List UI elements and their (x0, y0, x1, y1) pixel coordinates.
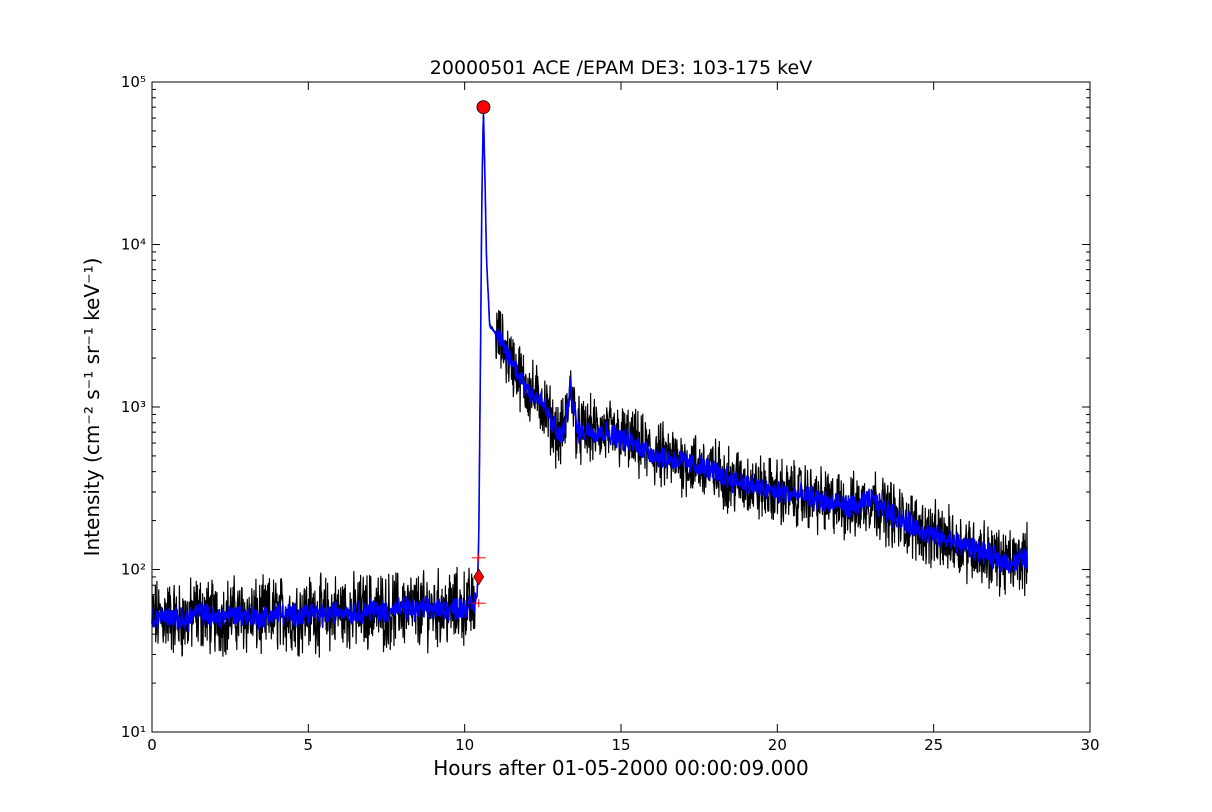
plot-area (151, 100, 1028, 658)
y-tick-label: 10⁴ (121, 236, 146, 254)
y-axis-label: Intensity (cm⁻² s⁻¹ sr⁻¹ keV⁻¹) (80, 258, 104, 557)
x-tick-label: 0 (147, 736, 157, 754)
y-tick-label: 10³ (121, 398, 146, 416)
peak-marker (476, 100, 491, 115)
x-axis-label: Hours after 01-05-2000 00:00:09.000 (433, 756, 809, 780)
x-tick-label: 20 (768, 736, 787, 754)
chart-title: 20000501 ACE /EPAM DE3: 103-175 keV (430, 57, 812, 79)
bound-marker (471, 553, 486, 562)
x-tick-label: 30 (1080, 736, 1099, 754)
x-tick-label: 5 (304, 736, 314, 754)
x-axis: 0 5 10 15 20 25 30 (147, 82, 1100, 754)
onset-marker (473, 568, 485, 586)
x-tick-label: 25 (924, 736, 943, 754)
series-line-smoothed (151, 114, 1028, 632)
x-tick-label: 15 (611, 736, 630, 754)
bound-marker (471, 599, 486, 608)
y-axis: 10¹ 10² 10³ 10⁴ 10⁵ (121, 73, 1090, 741)
y-tick-label: 10² (121, 561, 146, 579)
x-tick-label: 10 (455, 736, 474, 754)
y-tick-label: 10¹ (121, 723, 146, 741)
y-tick-label: 10⁵ (121, 73, 146, 91)
